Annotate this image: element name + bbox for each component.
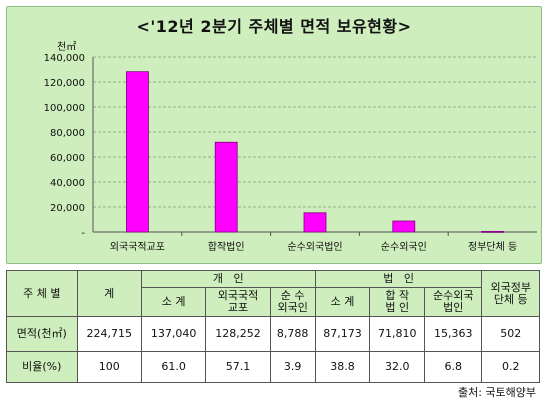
x-tick-label: 순수외국법인 bbox=[287, 241, 342, 253]
source-note: 출처: 국토해양부 bbox=[457, 386, 536, 399]
chart-title: <'12년 2분기 주체별 면적 보유현황> bbox=[136, 17, 412, 36]
subheader-joint-venture: 합 작 법 인 bbox=[369, 287, 426, 317]
header-corporate: 법 인 bbox=[314, 270, 483, 288]
table-cell: 100 bbox=[76, 351, 142, 383]
y-tick-label: 100,000 bbox=[44, 103, 85, 114]
y-tick-label: 80,000 bbox=[50, 128, 85, 139]
table-cell: 15,363 bbox=[424, 316, 483, 352]
unit-label: 천㎡ bbox=[57, 41, 76, 53]
subheader-overseas-korean: 외국국적 교포 bbox=[205, 287, 271, 317]
table-cell: 6.8 bbox=[424, 351, 483, 383]
table-cell: 32.0 bbox=[369, 351, 426, 383]
table-cell: 0.2 bbox=[481, 351, 540, 383]
bar bbox=[481, 230, 505, 233]
subheader-corporate-subtotal: 소 계 bbox=[314, 287, 371, 317]
header-individual: 개 인 bbox=[140, 270, 316, 288]
y-tick-label: - bbox=[81, 228, 85, 239]
y-tick-label: 20,000 bbox=[50, 203, 85, 214]
table-cell: 3.9 bbox=[269, 351, 316, 383]
table-row: 비율(%) 100 61.0 57.1 3.9 38.8 32.0 6.8 0.… bbox=[6, 351, 540, 383]
y-tick-label: 60,000 bbox=[50, 153, 85, 164]
x-tick-label: 정부단체 등 bbox=[468, 241, 517, 253]
table-cell: 224,715 bbox=[76, 316, 142, 352]
bar-chart: 천㎡ - 20,000 40,000 60,000 80,000 100,000 120,00… bbox=[44, 41, 537, 253]
y-tick-label: 40,000 bbox=[50, 178, 85, 189]
row-label-area: 면적(천㎡) bbox=[6, 316, 78, 352]
table-cell: 502 bbox=[481, 316, 540, 352]
table-cell: 8,788 bbox=[269, 316, 316, 352]
x-tick-label: 순수외국인 bbox=[381, 241, 427, 253]
header-total: 계 bbox=[76, 270, 142, 317]
subheader-individual-subtotal: 소 계 bbox=[140, 287, 207, 317]
y-tick-label: 120,000 bbox=[44, 78, 85, 89]
bar bbox=[303, 212, 327, 233]
table-cell: 38.8 bbox=[314, 351, 371, 383]
bar bbox=[126, 71, 149, 233]
header-foreign-gov: 외국정부 단체 등 bbox=[481, 270, 540, 317]
y-tick-label: 140,000 bbox=[44, 53, 85, 64]
header-subject: 주 체 별 bbox=[6, 270, 78, 317]
table-cell: 71,810 bbox=[369, 316, 426, 352]
table-cell: 87,173 bbox=[314, 316, 371, 352]
x-tick-label: 합작법인 bbox=[208, 241, 245, 253]
table-cell: 128,252 bbox=[205, 316, 271, 352]
x-tick-label: 외국국적교포 bbox=[110, 241, 165, 253]
subheader-pure-foreigner: 순 수 외국인 bbox=[269, 287, 316, 317]
row-label-ratio: 비율(%) bbox=[6, 351, 78, 383]
bar bbox=[392, 220, 416, 233]
chart-panel: <'12년 2분기 주체별 면적 보유현황> 천㎡ - 20,000 40,000 60… bbox=[6, 6, 542, 264]
data-table: 주 체 별 계 개 인 법 인 외국정부 단체 등 소 계 외국국적 교포 순 … bbox=[6, 270, 540, 383]
bar bbox=[214, 141, 238, 233]
table-row: 면적(천㎡) 224,715 137,040 128,252 8,788 87,… bbox=[6, 316, 540, 352]
table-cell: 57.1 bbox=[205, 351, 271, 383]
subheader-pure-foreign-corp: 순수외국 법인 bbox=[424, 287, 483, 317]
table-cell: 137,040 bbox=[140, 316, 207, 352]
table-cell: 61.0 bbox=[140, 351, 207, 383]
